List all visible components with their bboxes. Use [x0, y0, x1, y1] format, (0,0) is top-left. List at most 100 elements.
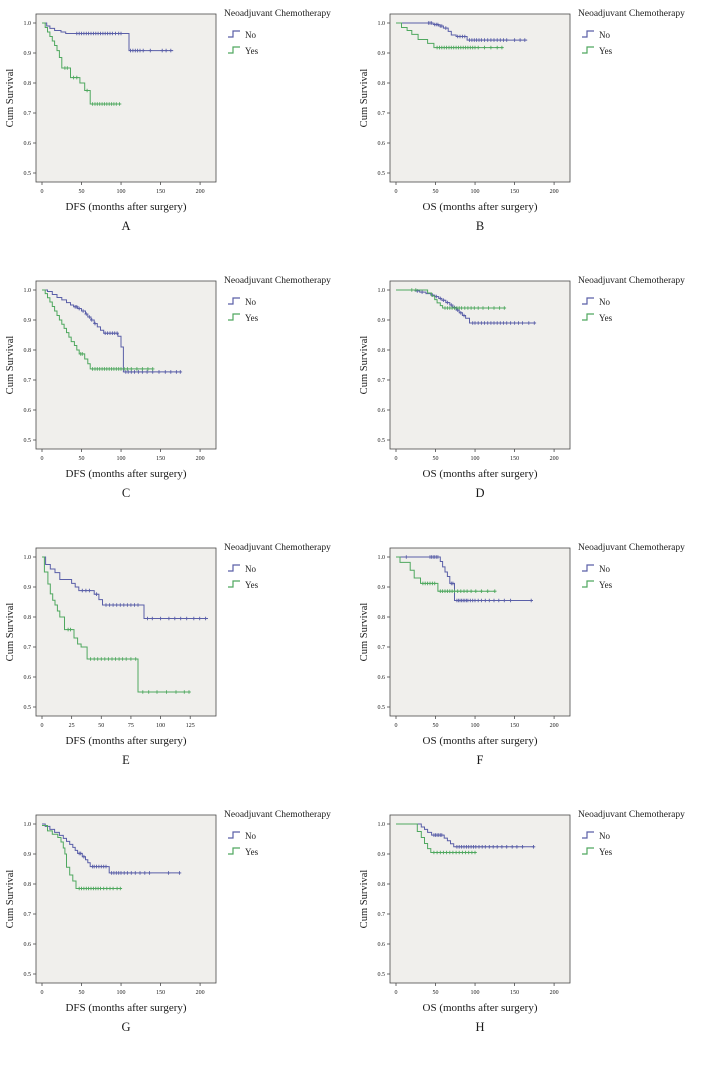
x-tick-label: 50: [433, 990, 439, 996]
y-tick-label: 0.6: [378, 408, 386, 414]
y-tick-label: 0.6: [378, 675, 386, 681]
legend-item-label: No: [245, 831, 256, 841]
panel-letter: F: [477, 753, 484, 767]
censor-marks-yes: [421, 581, 497, 593]
legend-step-glyph-yes: [582, 313, 594, 321]
x-tick-label: 50: [79, 456, 85, 462]
plot-area: [389, 547, 571, 717]
legend-step-glyph-yes: [228, 847, 240, 855]
panel-letter: E: [122, 753, 130, 767]
censor-marks-yes: [410, 288, 507, 310]
x-axis-label: DFS (months after surgery): [65, 468, 186, 480]
plot-area: [389, 13, 571, 183]
legend-item-label: Yes: [599, 46, 613, 56]
x-tick-label: 100: [471, 990, 480, 996]
y-tick-label: 1.0: [24, 822, 32, 828]
x-axis-label: DFS (months after surgery): [65, 735, 186, 747]
legend-step-glyph-yes: [228, 313, 240, 321]
panel-E: 0.5 0.6 0.7 0.8 0.9 1.0 0 25 50 75 100 125 Cum Survi…: [0, 534, 354, 801]
legend-item-no: No: [582, 297, 610, 307]
censor-marks-yes: [77, 886, 123, 891]
x-tick-label: 75: [128, 723, 134, 729]
x-tick-label: 100: [117, 990, 126, 996]
y-tick-label: 0.7: [24, 378, 32, 384]
km-plot-E: 0.5 0.6 0.7 0.8 0.9 1.0 0 25 50 75 100 125 Cum Survi…: [5, 543, 331, 767]
censor-marks-no: [80, 588, 208, 621]
survival-curve-no: [42, 823, 181, 874]
x-tick-label: 100: [117, 189, 126, 195]
y-tick-label: 0.7: [378, 378, 386, 384]
y-tick-label: 0.7: [24, 111, 32, 117]
x-tick-label: 150: [510, 990, 519, 996]
y-axis-label: Cum Survival: [5, 69, 16, 128]
y-tick-label: 0.5: [378, 438, 386, 444]
legend-step-glyph-no: [582, 831, 594, 839]
x-tick-label: 200: [196, 456, 205, 462]
y-tick-label: 0.9: [378, 51, 386, 57]
y-tick-label: 0.5: [378, 171, 386, 177]
censor-marks-no: [432, 833, 536, 849]
x-tick-label: 100: [471, 189, 480, 195]
x-axis-label: DFS (months after surgery): [65, 201, 186, 213]
x-tick-label: 0: [395, 723, 398, 729]
x-tick-label: 200: [550, 456, 559, 462]
censor-marks-no: [73, 305, 183, 374]
plot-area: [35, 280, 217, 450]
legend-item-label: Yes: [599, 847, 613, 857]
legend-title: Neoadjuvant Chemotherapy: [578, 276, 685, 286]
survival-curve-yes: [42, 825, 121, 889]
legend-item-no: No: [582, 564, 610, 574]
legend-item-label: No: [599, 564, 610, 574]
y-tick-label: 0.9: [378, 585, 386, 591]
censor-marks-yes: [432, 850, 477, 855]
legend-item-label: Yes: [599, 580, 613, 590]
x-tick-label: 150: [510, 189, 519, 195]
y-tick-label: 0.6: [24, 942, 32, 948]
x-tick-label: 200: [550, 189, 559, 195]
km-plot-A: 0.5 0.6 0.7 0.8 0.9 1.0 0 50 100 150 200 Cum Surviv…: [5, 9, 331, 233]
panel-C: 0.5 0.6 0.7 0.8 0.9 1.0 0 50 100 150 200 Cum Surviv…: [0, 267, 354, 534]
legend-item-label: No: [599, 831, 610, 841]
y-tick-label: 0.5: [24, 438, 32, 444]
x-tick-label: 50: [79, 189, 85, 195]
legend-item-yes: Yes: [228, 313, 259, 323]
y-tick-label: 0.8: [378, 348, 386, 354]
x-tick-label: 100: [471, 723, 480, 729]
panel-F: 0.5 0.6 0.7 0.8 0.9 1.0 0 50 100 150 200 Cum Surviv…: [354, 534, 708, 801]
x-tick-label: 200: [196, 990, 205, 996]
x-tick-label: 50: [433, 456, 439, 462]
km-plot-D: 0.5 0.6 0.7 0.8 0.9 1.0 0 50 100 150 200 Cum Surviv…: [359, 276, 685, 500]
censor-marks-no: [404, 555, 533, 603]
x-tick-label: 150: [156, 990, 165, 996]
y-tick-label: 1.0: [378, 822, 386, 828]
y-tick-label: 0.9: [378, 318, 386, 324]
x-tick-label: 150: [156, 456, 165, 462]
legend-item-label: Yes: [245, 313, 259, 323]
y-axis-label: Cum Survival: [5, 870, 16, 929]
y-tick-label: 0.8: [24, 882, 32, 888]
panel-B: 0.5 0.6 0.7 0.8 0.9 1.0 0 50 100 150 200 Cum Surviv…: [354, 0, 708, 267]
censor-marks-yes: [435, 45, 504, 50]
censor-marks-yes: [78, 352, 155, 371]
x-tick-label: 100: [471, 456, 480, 462]
legend-item-label: No: [245, 564, 256, 574]
legend-step-glyph-no: [228, 564, 240, 572]
legend-step-glyph-yes: [228, 46, 240, 54]
x-tick-label: 0: [41, 456, 44, 462]
legend-item-label: No: [599, 30, 610, 40]
y-tick-label: 0.6: [24, 675, 32, 681]
x-tick-label: 150: [510, 456, 519, 462]
plot-area: [389, 280, 571, 450]
x-tick-label: 150: [156, 189, 165, 195]
censor-marks-no: [77, 851, 182, 875]
legend-item-label: Yes: [245, 580, 259, 590]
legend-step-glyph-yes: [582, 46, 594, 54]
x-tick-label: 0: [41, 723, 44, 729]
x-tick-label: 0: [41, 990, 44, 996]
y-tick-label: 0.9: [24, 852, 32, 858]
km-plot-C: 0.5 0.6 0.7 0.8 0.9 1.0 0 50 100 150 200 Cum Surviv…: [5, 276, 331, 500]
y-axis-label: Cum Survival: [5, 603, 16, 662]
legend-item-label: Yes: [245, 847, 259, 857]
x-axis-label: OS (months after surgery): [423, 735, 538, 747]
